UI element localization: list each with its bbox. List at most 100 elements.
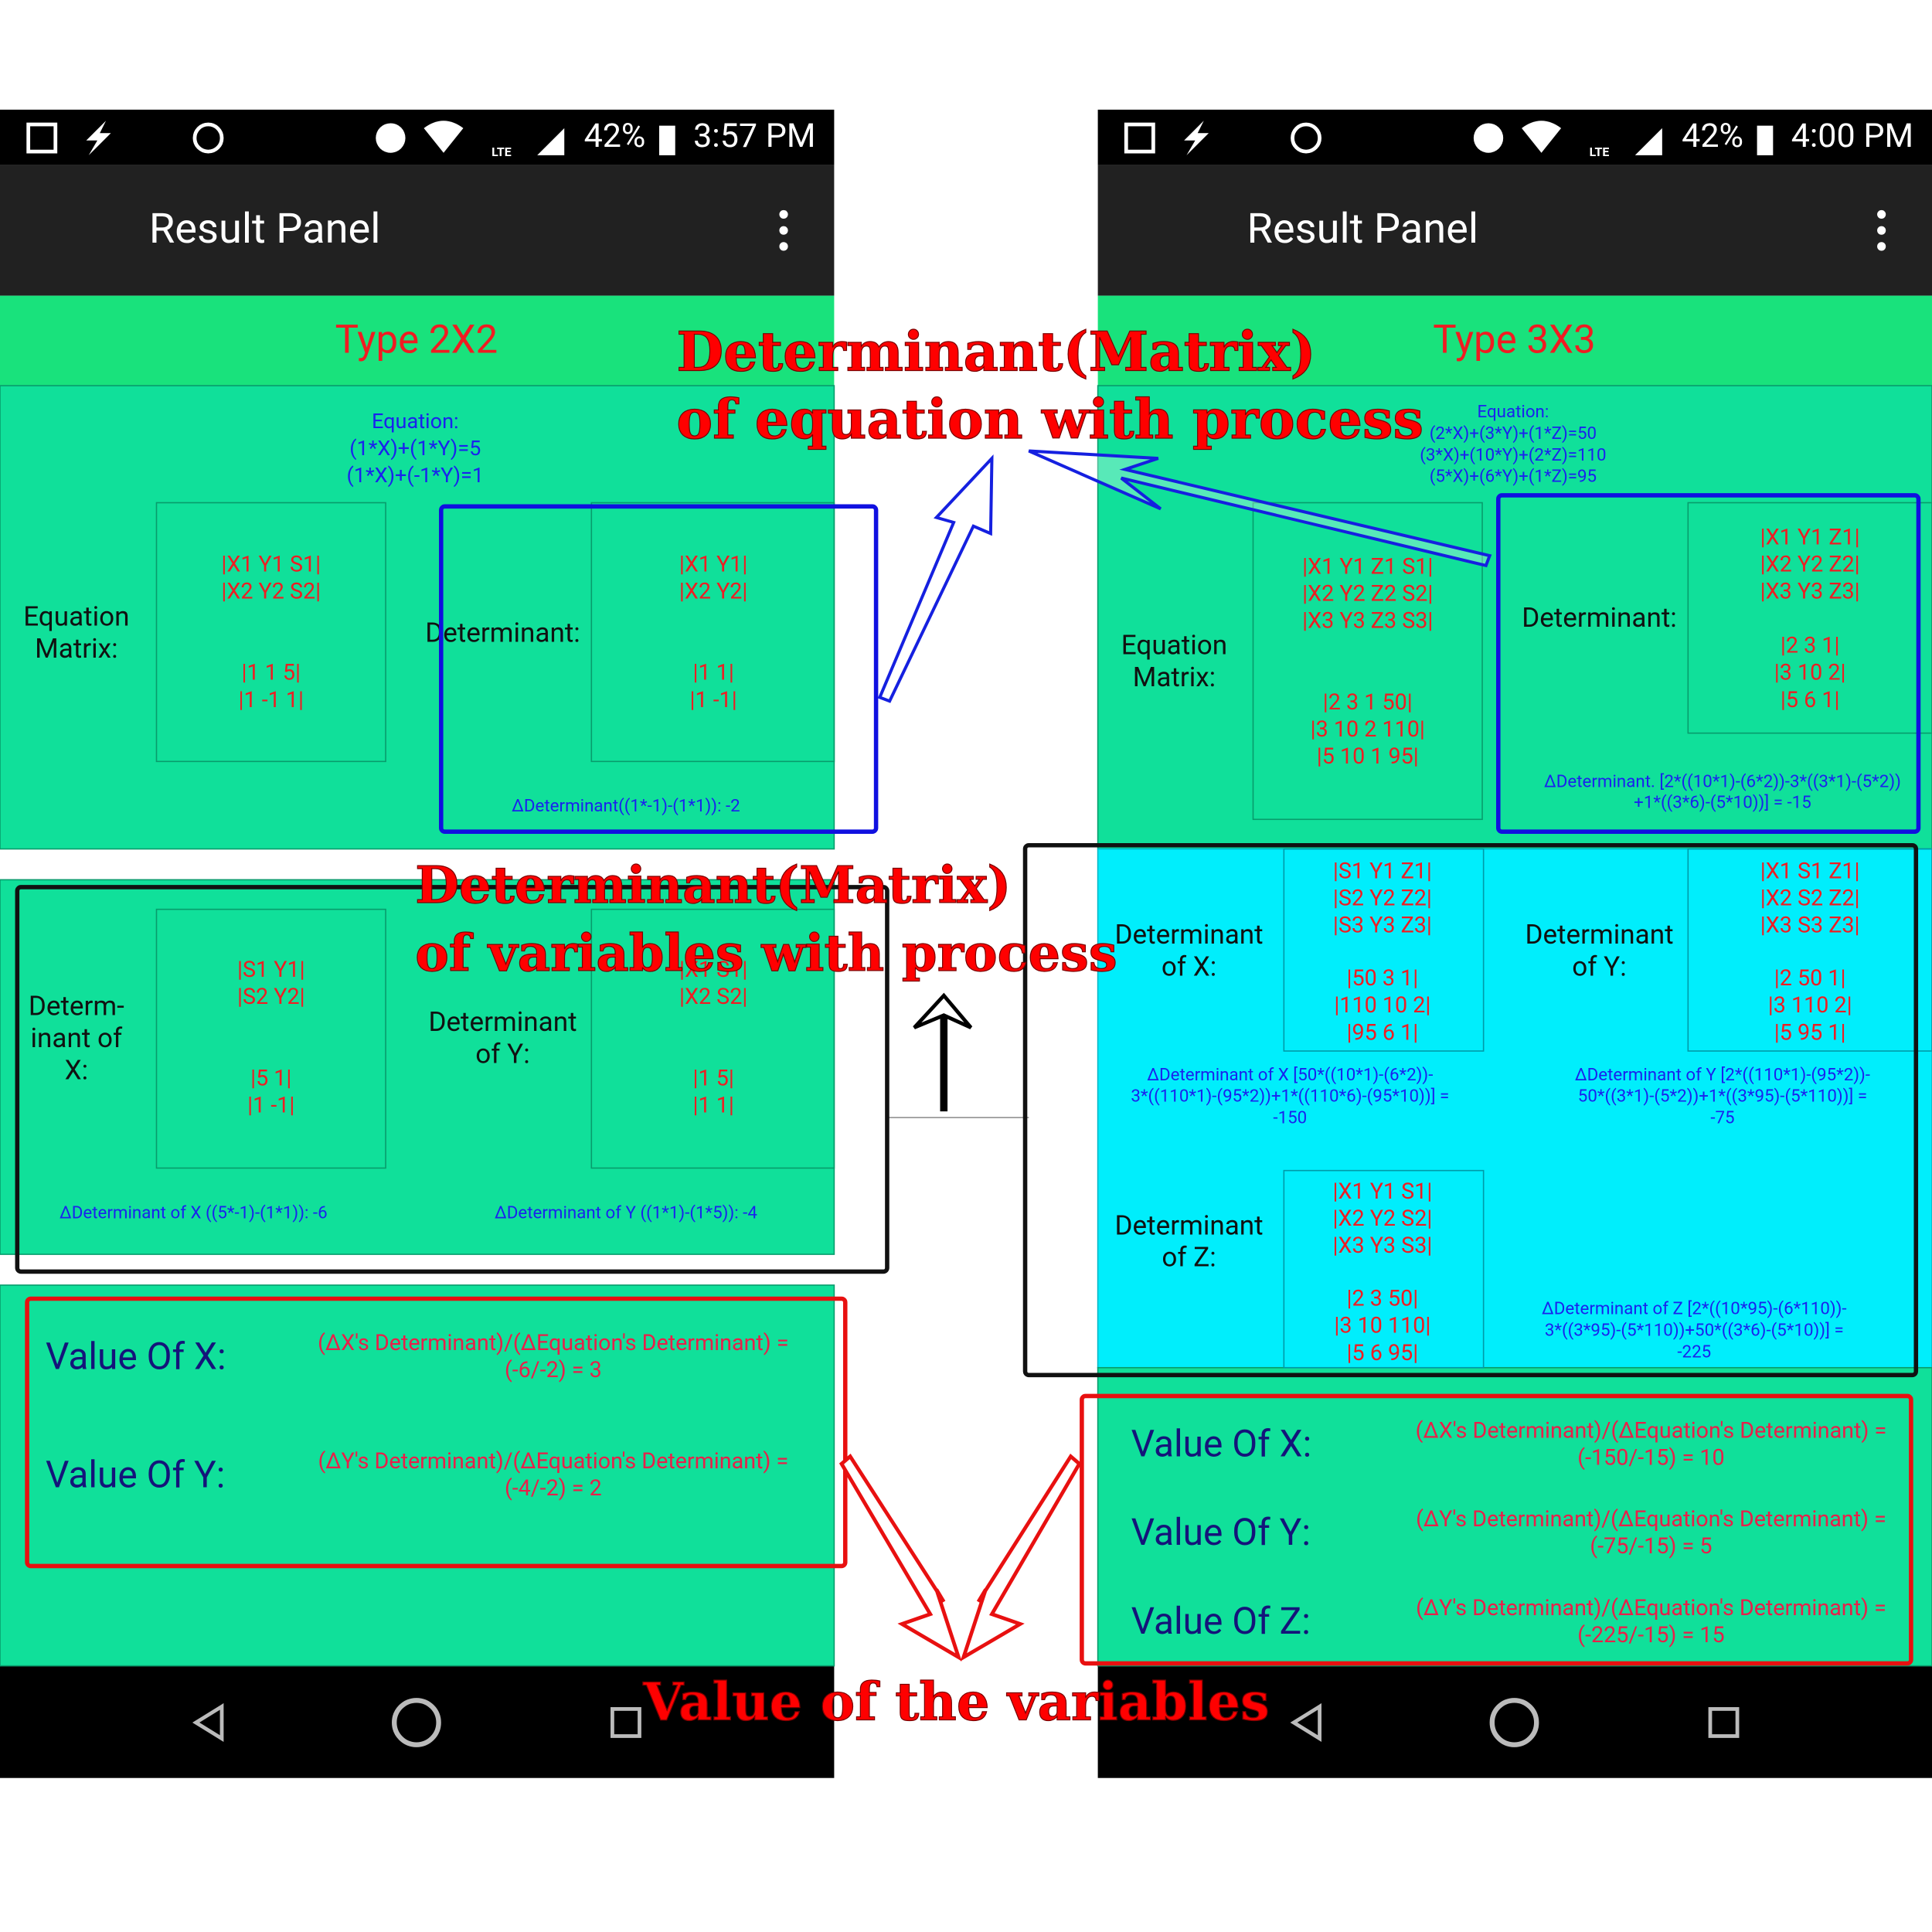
determinant-result: -150 xyxy=(1273,1108,1307,1128)
nav-bar xyxy=(0,1665,835,1778)
status-bar xyxy=(1097,109,1932,165)
panel xyxy=(0,385,835,850)
determinant-result: ΔDeterminant. [2*((10*1)-(6*2))-3*((3*1)… xyxy=(1544,771,1901,791)
determinant-label: of Y: xyxy=(475,1038,529,1070)
nav-bar xyxy=(1097,1665,1932,1778)
nav-recent[interactable] xyxy=(1708,1707,1740,1738)
lte-label: LTE xyxy=(492,145,512,159)
value-formula: (-6/-2) = 3 xyxy=(505,1357,602,1383)
matrix-box xyxy=(155,908,386,1169)
type-label: Type 2X2 xyxy=(335,318,498,363)
equation-line: (5*X)+(6*Y)+(1*Z)=95 xyxy=(1430,467,1597,487)
matrix-row: |1 -1| xyxy=(689,687,736,713)
determinant-label: Determinant: xyxy=(425,616,580,648)
equation-line: Equation: xyxy=(372,409,459,434)
matrix-row: |3 10 2| xyxy=(1774,660,1846,686)
menu-dot[interactable] xyxy=(1877,242,1886,251)
value-formula: (-150/-15) = 10 xyxy=(1577,1444,1724,1471)
matrix-row: |3 110 2| xyxy=(1768,992,1852,1019)
matrix-row: |X2 Y2 S2| xyxy=(221,578,321,604)
type-label: Type 3X3 xyxy=(1433,318,1595,363)
matrix-box xyxy=(590,908,835,1169)
matrix-row: |X2 Y2 Z2| xyxy=(1760,551,1860,577)
matrix-row: |X3 Y3 S3| xyxy=(1332,1233,1432,1259)
nav-home[interactable] xyxy=(392,1698,441,1747)
matrix-box xyxy=(155,502,386,763)
matrix-row: |X3 S3 Z3| xyxy=(1760,913,1860,939)
nav-back[interactable] xyxy=(1290,1702,1321,1742)
matrix-row: |110 10 2| xyxy=(1334,992,1430,1019)
icon-gallery xyxy=(26,122,58,154)
icon-gallery xyxy=(1124,122,1155,154)
icon-wifi xyxy=(423,121,464,153)
menu-dot[interactable] xyxy=(1877,226,1886,235)
arrow xyxy=(1028,449,1492,568)
matrix-box xyxy=(1283,1169,1485,1369)
type-header xyxy=(1097,295,1932,386)
menu-dot[interactable] xyxy=(779,242,788,251)
matrix-row: |X2 Y2 Z2 S2| xyxy=(1302,581,1433,607)
panel xyxy=(0,879,835,1255)
determinant-label: of Y: xyxy=(1572,950,1626,982)
icon-flash xyxy=(86,121,111,155)
matrix-row: |X3 Y3 Z3 S3| xyxy=(1302,608,1433,634)
matrix-row: |2 3 1 50| xyxy=(1323,689,1413,716)
arrow xyxy=(838,1453,962,1662)
matrix-row: |5 6 1| xyxy=(1781,687,1840,713)
matrix-box xyxy=(590,502,835,763)
battery-level: 42% xyxy=(1682,116,1743,155)
matrix-label: Equation xyxy=(1121,628,1227,661)
matrix-label: Matrix: xyxy=(35,632,117,665)
base-layer: LTE 42% 3:57 PM Result Panel Type 2X2 LTE 42% 4… xyxy=(0,109,1932,1778)
menu-dot[interactable] xyxy=(779,209,788,219)
value-formula: (ΔX's Determinant)/(ΔEquation's Determin… xyxy=(1416,1417,1887,1444)
nav-home[interactable] xyxy=(1489,1698,1539,1747)
annotation: of equation with process xyxy=(676,387,1423,451)
determinant-result: ΔDeterminant of Y ((1*1)-(1*5)): -4 xyxy=(495,1202,757,1223)
value-formula: (ΔX's Determinant)/(ΔEquation's Determin… xyxy=(318,1330,789,1356)
panel xyxy=(1097,1366,1932,1667)
value-label: Value Of X: xyxy=(46,1335,226,1378)
value-formula: (ΔY's Determinant)/(ΔEquation's Determin… xyxy=(1416,1506,1886,1532)
matrix-row: |S1 Y1 Z1| xyxy=(1333,858,1432,884)
highlight-frame xyxy=(439,504,879,835)
matrix-box xyxy=(1252,502,1483,821)
menu-dot[interactable] xyxy=(779,226,788,235)
determinant-result: -75 xyxy=(1710,1108,1734,1128)
matrix-row: |2 3 50| xyxy=(1347,1286,1419,1312)
nav-back[interactable] xyxy=(192,1702,224,1742)
icon-flash xyxy=(1184,121,1209,155)
matrix-row: |X1 Y1| xyxy=(679,551,748,577)
determinant-label: Determinant xyxy=(428,1005,577,1038)
menu-dot[interactable] xyxy=(1877,209,1886,219)
annotation: Determinant(Matrix) xyxy=(415,856,1011,915)
highlight-frame xyxy=(25,1296,848,1569)
matrix-row: |S3 Y3 Z3| xyxy=(1333,913,1432,939)
arrow xyxy=(960,1453,1082,1662)
app-bar xyxy=(1097,165,1932,296)
matrix-row: |X1 S1 Z1| xyxy=(1760,858,1860,884)
highlight-frame xyxy=(1080,1393,1913,1666)
annotation: of variables with process xyxy=(415,924,1117,983)
value-formula: (-225/-15) = 15 xyxy=(1577,1622,1724,1648)
matrix-row: |2 50 1| xyxy=(1774,965,1846,992)
determinant-label: inant of xyxy=(31,1022,123,1054)
matrix-row: |1 -1| xyxy=(247,1092,294,1118)
equation-line: (1*X)+(1*Y)=5 xyxy=(349,436,481,461)
matrix-row: |X3 Y3 Z3| xyxy=(1760,578,1860,604)
matrix-row: |1 1| xyxy=(692,1092,733,1118)
determinant-result: -225 xyxy=(1677,1342,1711,1362)
matrix-row: |S2 Y2 Z2| xyxy=(1333,885,1432,911)
determinant-result: 3*((3*95)-(5*110))+50*((3*6)-(5*10))] = xyxy=(1545,1321,1844,1341)
annotation: Value of the variables xyxy=(642,1672,1269,1733)
nav-recent[interactable] xyxy=(611,1707,641,1738)
matrix-row: |X1 Y1 S1| xyxy=(221,551,321,577)
icon-battery xyxy=(658,125,675,155)
value-formula: (ΔY's Determinant)/(ΔEquation's Determin… xyxy=(1416,1595,1886,1621)
determinant-result: ΔDeterminant((1*-1)-(1*1)): -2 xyxy=(512,796,740,816)
panel xyxy=(1097,848,1932,1369)
lte-label: LTE xyxy=(1590,145,1610,159)
matrix-row: |X1 Y1 Z1 S1| xyxy=(1302,554,1433,580)
determinant-result: ΔDeterminant of X [50*((10*1)-(6*2))- xyxy=(1147,1065,1433,1085)
matrix-row: |5 6 95| xyxy=(1347,1340,1419,1366)
